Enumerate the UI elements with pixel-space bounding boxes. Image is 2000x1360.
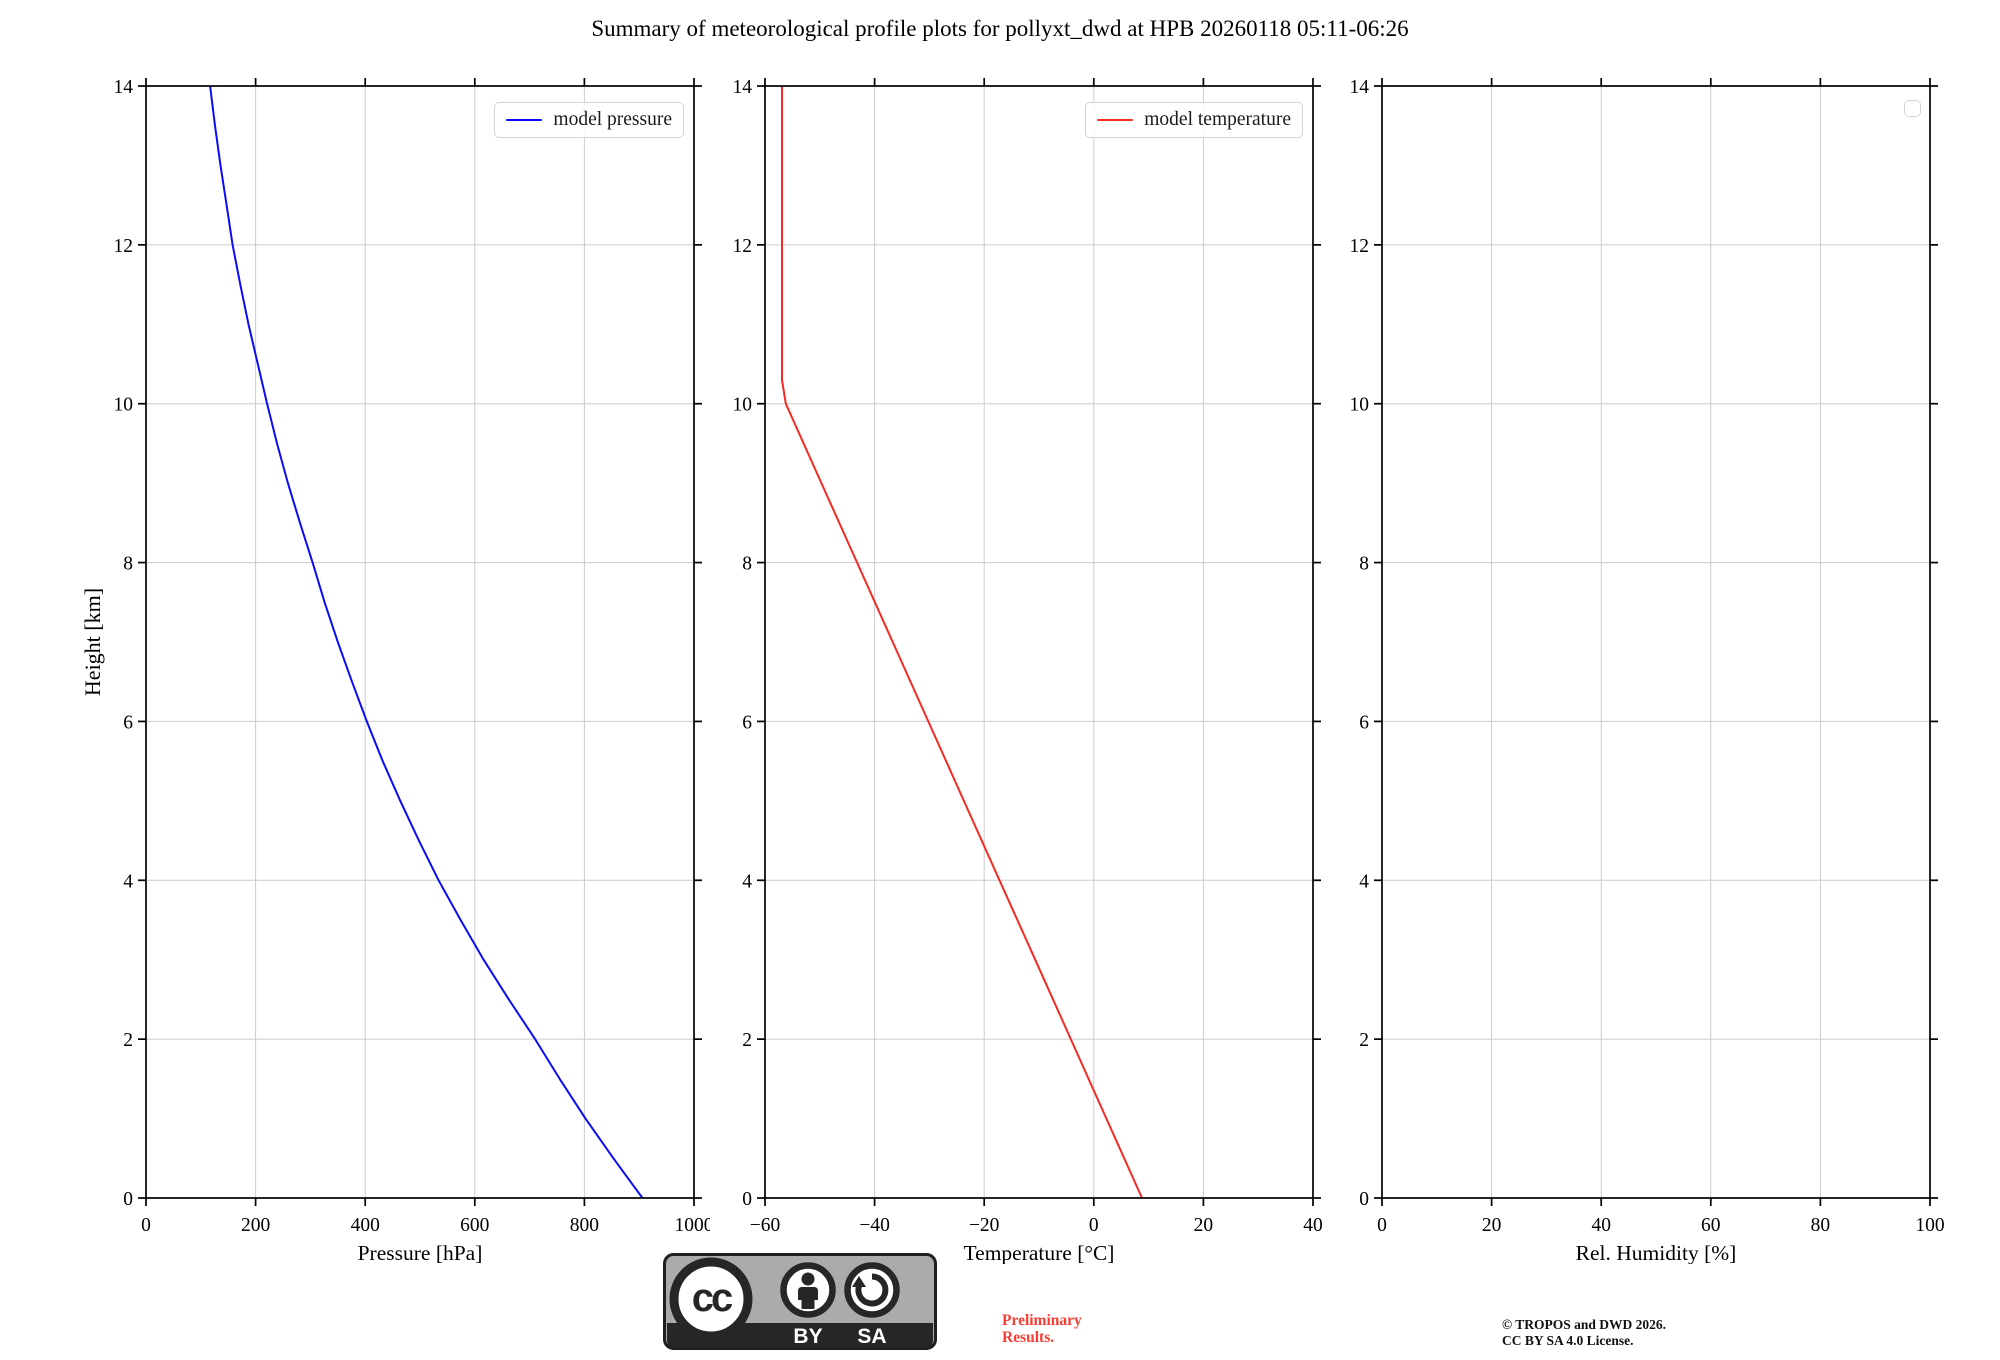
cc-by-sa-badge: cc BY SA bbox=[663, 1253, 937, 1350]
by-person-icon bbox=[780, 1262, 836, 1318]
svg-text:6: 6 bbox=[123, 712, 133, 733]
svg-text:6: 6 bbox=[742, 712, 752, 733]
svg-text:14: 14 bbox=[733, 77, 753, 98]
svg-text:14: 14 bbox=[1350, 77, 1370, 98]
axis-ticks bbox=[138, 78, 702, 1206]
sa-arrow-icon bbox=[844, 1262, 900, 1318]
plot-frame bbox=[145, 85, 695, 1199]
copyright-line2: CC BY SA 4.0 License. bbox=[1502, 1332, 1634, 1348]
plot-frame bbox=[1381, 85, 1931, 1199]
axis-ticks bbox=[757, 78, 1321, 1206]
svg-text:100: 100 bbox=[1915, 1215, 1944, 1236]
svg-text:80: 80 bbox=[1811, 1215, 1831, 1236]
temperature-legend-line-icon bbox=[1097, 118, 1134, 121]
svg-text:2: 2 bbox=[742, 1030, 752, 1051]
svg-text:20: 20 bbox=[1194, 1215, 1214, 1236]
tick-labels: −60 −40 −20 0 20 40 0 2 4 6 8 10 12 14 bbox=[733, 77, 1323, 1236]
svg-text:400: 400 bbox=[351, 1215, 380, 1236]
svg-text:12: 12 bbox=[733, 236, 753, 257]
svg-text:14: 14 bbox=[114, 77, 134, 98]
svg-text:0: 0 bbox=[123, 1189, 133, 1210]
svg-text:6: 6 bbox=[1359, 712, 1369, 733]
model-pressure-line bbox=[209, 85, 644, 1199]
svg-text:10: 10 bbox=[1350, 395, 1370, 416]
svg-text:8: 8 bbox=[123, 554, 133, 575]
svg-text:800: 800 bbox=[570, 1215, 599, 1236]
svg-text:4: 4 bbox=[742, 871, 752, 892]
model-temperature-line bbox=[781, 86, 1143, 1199]
svg-text:2: 2 bbox=[1359, 1030, 1369, 1051]
svg-text:0: 0 bbox=[141, 1215, 151, 1236]
humidity-plot-svg: 0 20 40 60 80 100 0 2 4 6 8 10 12 14 Rel. Humidity [%] bbox=[1350, 77, 1945, 1264]
svg-text:4: 4 bbox=[123, 871, 133, 892]
tick-labels: 0 20 40 60 80 100 0 2 4 6 8 10 12 14 bbox=[1350, 77, 1945, 1236]
badge-by-text: BY bbox=[793, 1325, 822, 1348]
svg-text:8: 8 bbox=[1359, 554, 1369, 575]
badge-sa-text: SA bbox=[857, 1325, 886, 1348]
svg-text:4: 4 bbox=[1359, 871, 1369, 892]
axis-ticks bbox=[1374, 78, 1938, 1206]
temperature-legend-label: model temperature bbox=[1144, 109, 1291, 130]
svg-text:60: 60 bbox=[1701, 1215, 1721, 1236]
cc-logo-icon: cc bbox=[669, 1257, 753, 1341]
svg-text:−20: −20 bbox=[969, 1215, 1000, 1236]
svg-text:200: 200 bbox=[241, 1215, 270, 1236]
legend-empty-box bbox=[1904, 100, 1921, 117]
svg-text:0: 0 bbox=[742, 1189, 752, 1210]
svg-text:2: 2 bbox=[123, 1030, 133, 1051]
legend-model-temperature: model temperature bbox=[1085, 102, 1303, 138]
x-axis-label: Temperature [°C] bbox=[964, 1241, 1115, 1264]
svg-text:12: 12 bbox=[114, 236, 134, 257]
svg-text:10: 10 bbox=[114, 395, 134, 416]
pressure-legend-line-icon bbox=[506, 118, 543, 121]
svg-text:0: 0 bbox=[1359, 1189, 1369, 1210]
copyright-note: © TROPOS and DWD 2026. CC BY SA 4.0 Lice… bbox=[1502, 1317, 1762, 1348]
svg-text:cc: cc bbox=[692, 1276, 733, 1320]
svg-text:20: 20 bbox=[1482, 1215, 1502, 1236]
gridlines bbox=[764, 85, 1314, 1199]
gridlines bbox=[1381, 85, 1931, 1199]
svg-text:0: 0 bbox=[1377, 1215, 1387, 1236]
svg-text:0: 0 bbox=[1089, 1215, 1099, 1236]
copyright-line1: © TROPOS and DWD 2026. bbox=[1502, 1317, 1666, 1332]
gridlines bbox=[145, 85, 695, 1199]
svg-text:−60: −60 bbox=[750, 1215, 781, 1236]
svg-text:1000: 1000 bbox=[675, 1215, 711, 1236]
svg-text:10: 10 bbox=[733, 395, 753, 416]
pressure-chart-panel: 0 200 400 600 800 1000 0 2 4 6 8 10 12 14 Pressure [hP… bbox=[76, 62, 711, 1264]
svg-text:−40: −40 bbox=[859, 1215, 890, 1236]
svg-text:600: 600 bbox=[460, 1215, 489, 1236]
tick-labels: 0 200 400 600 800 1000 0 2 4 6 8 10 12 14 bbox=[114, 77, 711, 1236]
x-axis-label: Rel. Humidity [%] bbox=[1576, 1241, 1737, 1264]
figure-title: Summary of meteorological profile plots … bbox=[591, 16, 1409, 41]
svg-text:12: 12 bbox=[1350, 236, 1370, 257]
temperature-chart-panel: −60 −40 −20 0 20 40 0 2 4 6 8 10 12 14 Temperature [°C… bbox=[695, 62, 1329, 1264]
svg-text:8: 8 bbox=[742, 554, 752, 575]
svg-text:40: 40 bbox=[1303, 1215, 1323, 1236]
svg-text:40: 40 bbox=[1591, 1215, 1611, 1236]
x-axis-label: Pressure [hPa] bbox=[358, 1241, 483, 1264]
humidity-chart-panel: 0 20 40 60 80 100 0 2 4 6 8 10 12 14 Rel. Humidity [%] bbox=[1312, 62, 1946, 1264]
pressure-plot-svg: 0 200 400 600 800 1000 0 2 4 6 8 10 12 14 Pressure [hP… bbox=[114, 77, 711, 1264]
legend-model-pressure: model pressure bbox=[494, 102, 684, 138]
plot-frame bbox=[764, 85, 1314, 1199]
preliminary-results-note: Preliminary Results. bbox=[1002, 1312, 1082, 1346]
pressure-legend-label: model pressure bbox=[553, 109, 672, 130]
temperature-plot-svg: −60 −40 −20 0 20 40 0 2 4 6 8 10 12 14 Temperature [°C… bbox=[733, 77, 1323, 1264]
